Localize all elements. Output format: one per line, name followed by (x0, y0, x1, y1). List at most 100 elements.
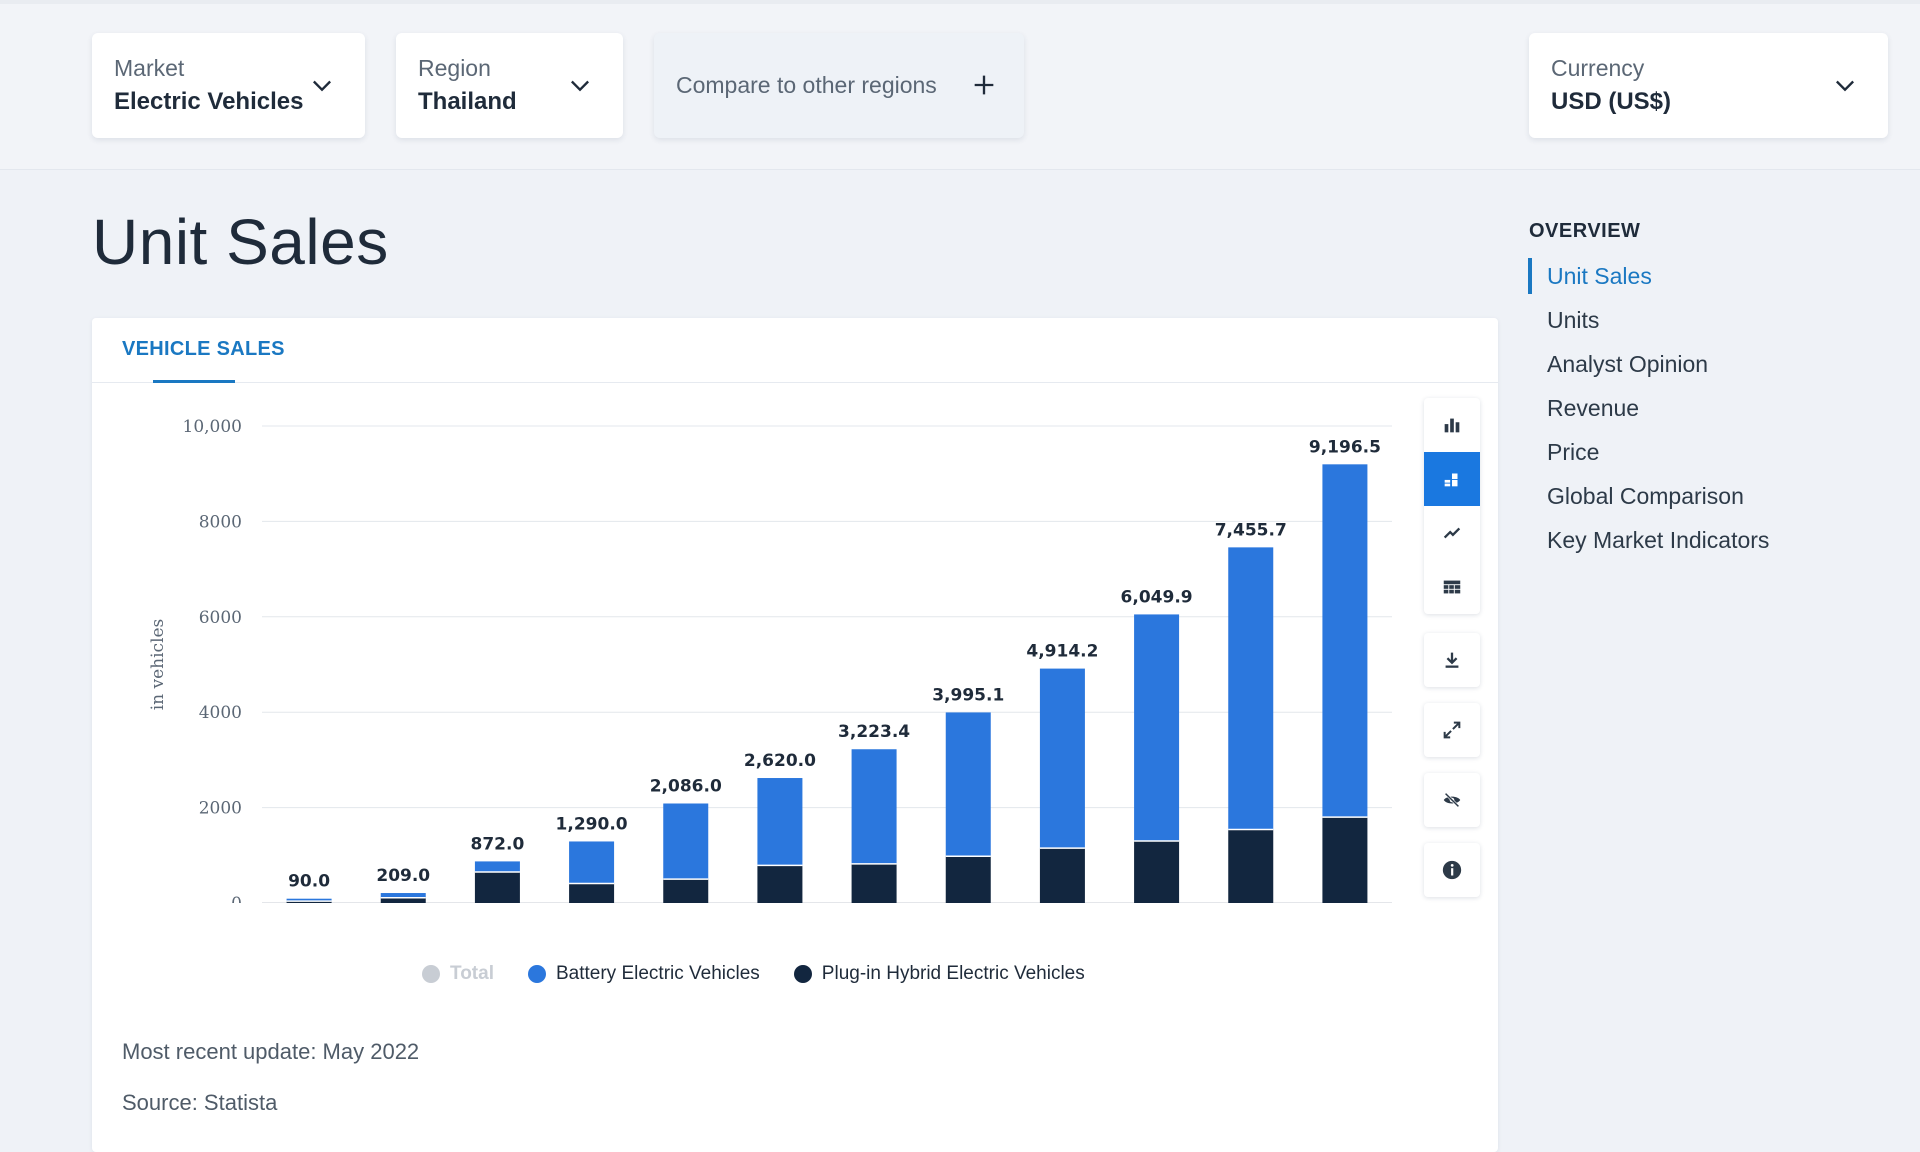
market-selector[interactable]: Market Electric Vehicles (92, 33, 365, 138)
bar-phev (663, 879, 709, 903)
bar-bev (945, 712, 991, 857)
bar-phev (380, 897, 426, 903)
sidebar-item-unit-sales[interactable]: Unit Sales (1547, 263, 1652, 289)
currency-value: USD (US$) (1551, 88, 1672, 115)
download-button[interactable] (1424, 633, 1480, 687)
tab-vehicle-sales[interactable]: VEHICLE SALES (122, 338, 285, 360)
legend-label-phev: Plug-in Hybrid Electric Vehicles (821, 963, 1085, 984)
line-chart-icon (1443, 527, 1461, 539)
market-label: Market (114, 55, 185, 81)
bar-bev (663, 803, 709, 880)
y-tick-label: 0 (231, 894, 242, 903)
bar-bev (380, 893, 426, 898)
compare-regions-button[interactable]: Compare to other regions (654, 33, 1024, 138)
bar-phev (474, 871, 520, 903)
bar-phev (286, 901, 332, 903)
bar-bev (1039, 668, 1085, 849)
legend-dot-phev (793, 965, 812, 983)
currency-label: Currency (1551, 55, 1645, 81)
sidebar-item-global-comparison[interactable]: Global Comparison (1547, 483, 1744, 509)
legend-item-phev[interactable]: Plug-in Hybrid Electric Vehicles (793, 963, 1085, 985)
source-text: Source: Statista (122, 1090, 278, 1115)
y-axis-label: in vehicles (148, 619, 168, 711)
bar-bev (569, 841, 615, 884)
bar-total-label: 209.0 (376, 866, 430, 886)
bar-bev (474, 861, 520, 872)
bar-total-label: 1,290.0 (556, 814, 628, 834)
bar-total-label: 7,455.7 (1215, 520, 1287, 540)
sidebar-item-key-market-indicators[interactable]: Key Market Indicators (1547, 527, 1770, 553)
chevron-down-icon (571, 80, 589, 92)
download-toolbar (1424, 633, 1480, 687)
sidebar-item-price[interactable]: Price (1547, 439, 1600, 465)
expand-icon (1443, 721, 1461, 739)
most-recent-update: Most recent update: May 2022 (122, 1039, 420, 1064)
sidebar-heading: OVERVIEW (1529, 220, 1641, 242)
filter-bar: Market Electric Vehicles Region Thailand… (0, 0, 1920, 170)
hide-button[interactable] (1424, 773, 1480, 827)
sidebar-item-revenue[interactable]: Revenue (1547, 395, 1640, 421)
bar-phev (851, 863, 897, 903)
legend-label-total: Total (450, 963, 494, 984)
bar-total-label: 3,223.4 (838, 722, 910, 742)
bar-total-label: 872.0 (471, 834, 525, 854)
bar-total-label: 3,995.1 (932, 685, 1004, 705)
bar-bev (1134, 614, 1180, 841)
region-label: Region (418, 55, 491, 81)
bar-total-label: 2,086.0 (650, 776, 722, 796)
region-selector[interactable]: Region Thailand (396, 33, 623, 138)
expand-toolbar (1424, 703, 1480, 757)
currency-selector[interactable]: Currency USD (US$) (1529, 33, 1888, 138)
stacked-bar-button[interactable] (1424, 452, 1480, 506)
y-tick-label: 6000 (199, 608, 242, 628)
bar-total-label: 90.0 (288, 872, 330, 892)
chevron-down-icon (1836, 80, 1854, 92)
info-button[interactable] (1424, 843, 1480, 897)
y-tick-label: 8000 (199, 512, 242, 532)
sidebar-item-units[interactable]: Units (1547, 307, 1600, 333)
card-tab-bar: VEHICLE SALES (92, 318, 1498, 383)
line-chart-button[interactable] (1424, 506, 1480, 560)
bar-bev (1322, 464, 1368, 818)
legend-dot-total (422, 965, 440, 983)
bar-total-label: 6,049.9 (1121, 587, 1193, 607)
region-value: Thailand (418, 88, 517, 115)
y-tick-label: 2000 (199, 799, 242, 819)
y-tick-label: 4000 (199, 703, 242, 723)
bar-chart-button[interactable] (1424, 398, 1480, 452)
bar-phev (1039, 848, 1085, 903)
bar-bev (757, 778, 803, 866)
chart-legend: Total Battery Electric Vehicles Plug-in … (422, 960, 1119, 988)
chevron-down-icon (313, 80, 331, 92)
bar-total-label: 4,914.2 (1026, 642, 1098, 662)
legend-item-bev[interactable]: Battery Electric Vehicles (527, 963, 760, 985)
bar-bev (851, 749, 897, 864)
stacked-bar-icon (1444, 473, 1458, 487)
market-value: Electric Vehicles (114, 88, 304, 115)
bar-phev (1134, 840, 1180, 903)
info-toolbar (1424, 843, 1480, 897)
bar-bev (1228, 547, 1274, 830)
bar-phev (757, 865, 803, 903)
bar-phev (569, 883, 615, 903)
y-tick-label: 10,000 (183, 417, 242, 437)
legend-label-bev: Battery Electric Vehicles (555, 963, 760, 984)
tab-underline (153, 380, 235, 383)
bar-phev (945, 856, 991, 903)
top-divider (0, 0, 1920, 4)
info-icon (1442, 860, 1462, 880)
bar-chart-icon (1444, 418, 1460, 433)
sidebar-active-marker (1528, 258, 1532, 294)
legend-item-total[interactable]: Total (422, 963, 494, 985)
table-view-button[interactable] (1424, 560, 1480, 614)
hide-toolbar (1424, 773, 1480, 827)
chart-type-toolbar (1424, 398, 1480, 614)
plus-icon (974, 75, 994, 95)
sidebar-item-analyst-opinion[interactable]: Analyst Opinion (1547, 351, 1709, 377)
bar-total-label: 2,620.0 (744, 751, 816, 771)
hide-icon (1443, 792, 1461, 808)
expand-button[interactable] (1424, 703, 1480, 757)
legend-dot-bev (527, 965, 546, 983)
table-icon (1443, 580, 1461, 594)
compare-label: Compare to other regions (676, 72, 937, 98)
